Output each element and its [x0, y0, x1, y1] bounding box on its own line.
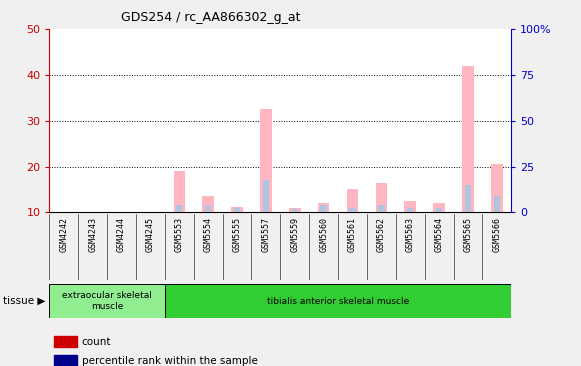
- Bar: [289, 208, 300, 212]
- Bar: [375, 183, 387, 212]
- Bar: [202, 196, 214, 212]
- Text: tibialis anterior skeletal muscle: tibialis anterior skeletal muscle: [267, 296, 409, 306]
- Bar: [174, 171, 185, 212]
- Bar: [347, 190, 358, 212]
- Bar: [231, 207, 243, 212]
- Bar: [321, 205, 327, 212]
- Text: extraocular skeletal
muscle: extraocular skeletal muscle: [62, 291, 152, 311]
- Text: GSM5553: GSM5553: [175, 217, 184, 253]
- Text: GSM5564: GSM5564: [435, 217, 444, 253]
- Bar: [407, 208, 414, 212]
- Text: tissue ▶: tissue ▶: [3, 296, 45, 306]
- Bar: [263, 180, 269, 212]
- Text: GSM5554: GSM5554: [204, 217, 213, 253]
- Text: GSM5561: GSM5561: [348, 217, 357, 253]
- Bar: [491, 164, 503, 212]
- Bar: [234, 208, 240, 212]
- Bar: [318, 203, 329, 212]
- Text: percentile rank within the sample: percentile rank within the sample: [82, 356, 257, 366]
- Text: GSM4243: GSM4243: [88, 217, 97, 253]
- Text: GSM4244: GSM4244: [117, 217, 126, 253]
- Bar: [494, 196, 500, 212]
- Bar: [205, 205, 211, 212]
- Text: GDS254 / rc_AA866302_g_at: GDS254 / rc_AA866302_g_at: [121, 11, 301, 24]
- Text: count: count: [82, 337, 111, 347]
- Bar: [433, 203, 445, 212]
- Bar: [349, 208, 356, 212]
- Text: GSM5566: GSM5566: [492, 217, 501, 253]
- Text: GSM5560: GSM5560: [319, 217, 328, 253]
- Text: GSM5565: GSM5565: [464, 217, 472, 253]
- Text: GSM5563: GSM5563: [406, 217, 415, 253]
- Text: GSM5555: GSM5555: [232, 217, 242, 253]
- Bar: [165, 284, 511, 318]
- Bar: [462, 66, 474, 212]
- Text: GSM5559: GSM5559: [290, 217, 299, 253]
- Bar: [436, 208, 442, 212]
- Bar: [378, 205, 385, 212]
- Text: GSM5557: GSM5557: [261, 217, 270, 253]
- Bar: [49, 284, 165, 318]
- Text: GSM5562: GSM5562: [377, 217, 386, 253]
- Bar: [54, 355, 77, 366]
- Bar: [404, 201, 416, 212]
- Text: GSM4242: GSM4242: [59, 217, 69, 253]
- Bar: [54, 336, 77, 347]
- Bar: [465, 185, 471, 212]
- Bar: [292, 209, 298, 212]
- Bar: [176, 205, 182, 212]
- Bar: [260, 109, 272, 212]
- Text: GSM4245: GSM4245: [146, 217, 155, 253]
